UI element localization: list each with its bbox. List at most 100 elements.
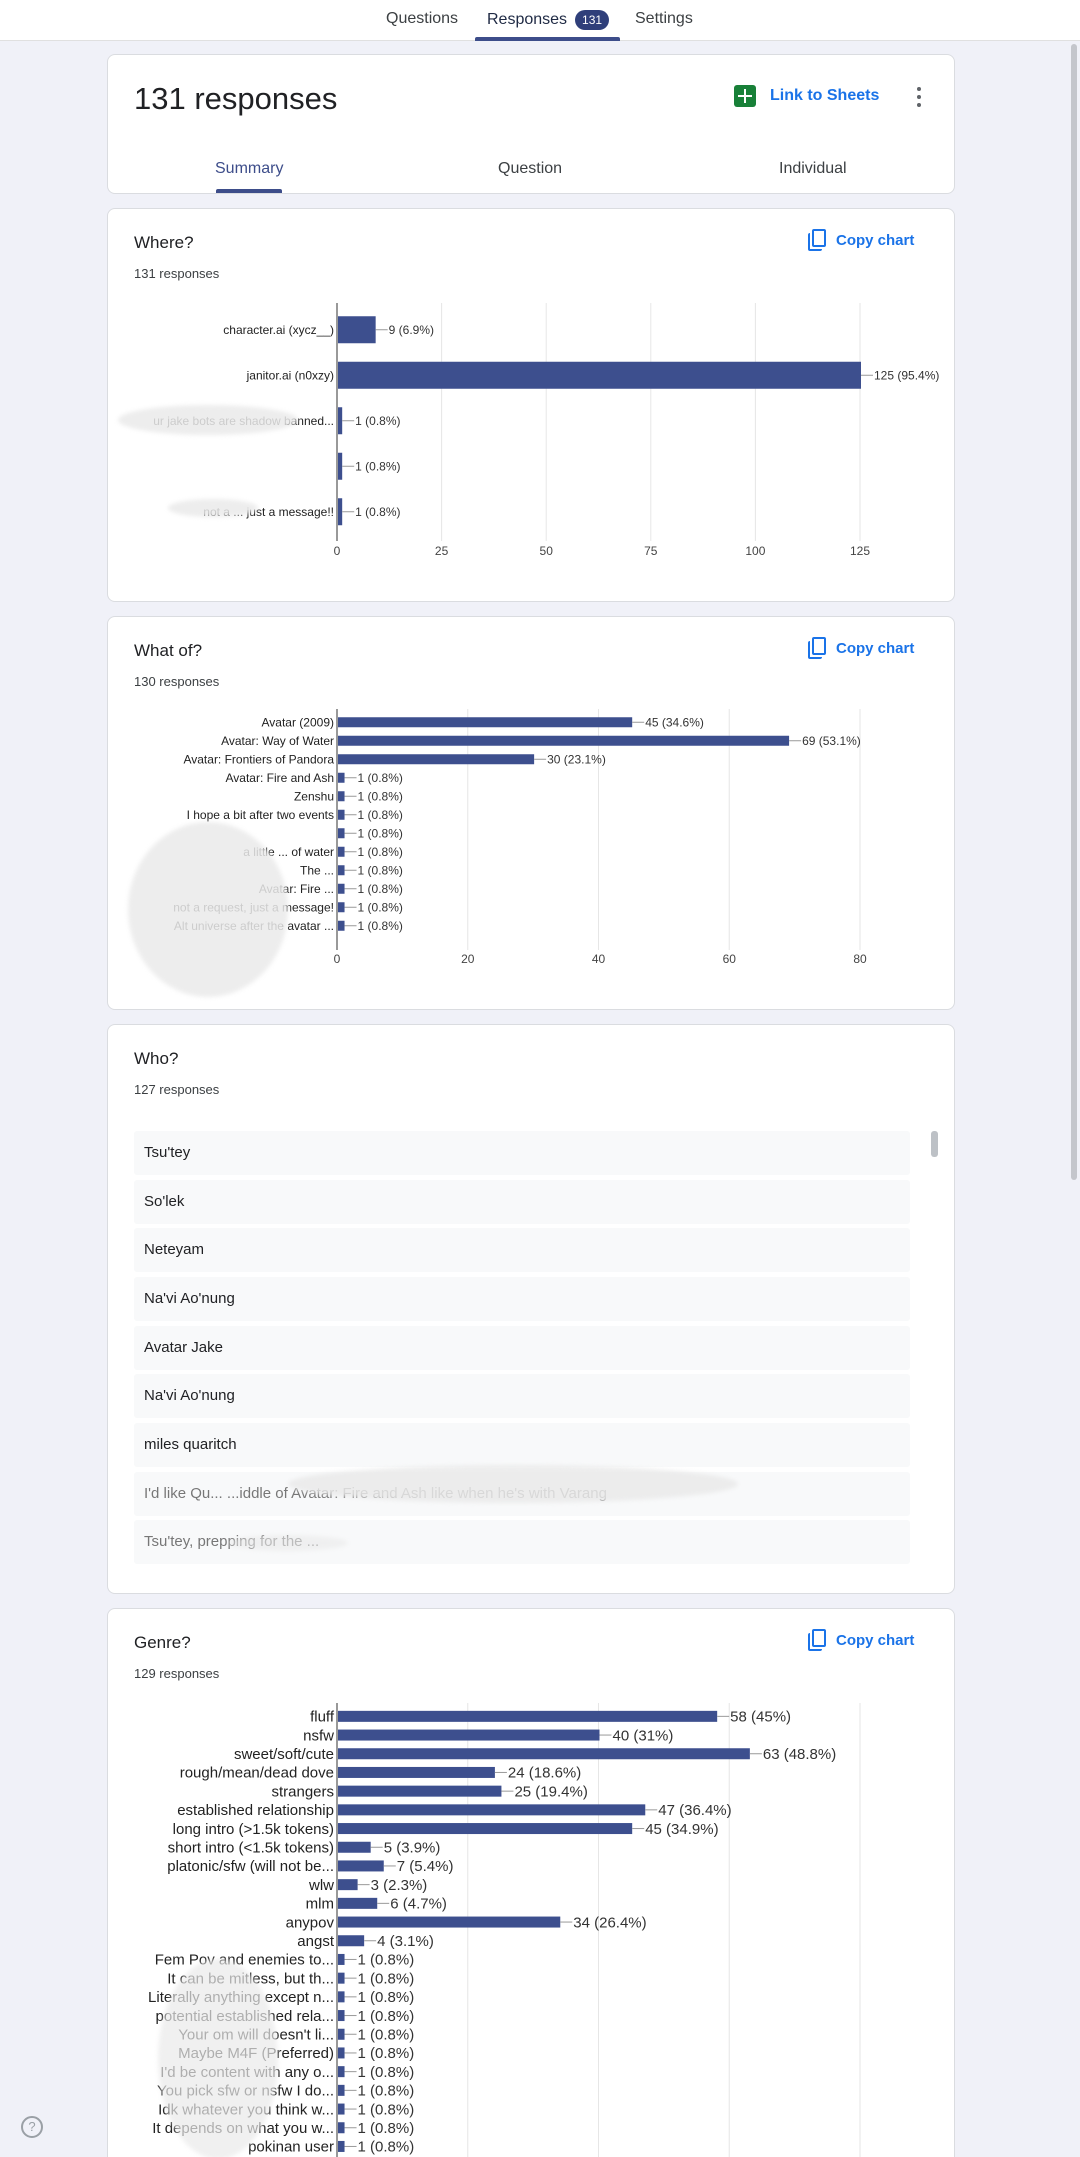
bar [338, 1860, 384, 1872]
redaction-scribble [118, 405, 298, 435]
data-label: 5 (3.9%) [384, 1840, 441, 1857]
bar [338, 2084, 345, 2096]
data-label: 45 (34.6%) [645, 715, 704, 729]
data-label: 125 (95.4%) [874, 368, 939, 382]
active-subtab-indicator [216, 189, 282, 193]
bar [338, 407, 343, 435]
data-label: 1 (0.8%) [358, 2120, 415, 2137]
question-title: Where? [134, 233, 194, 252]
copy-icon [808, 637, 826, 659]
x-tick-label: 50 [540, 544, 554, 558]
bar [338, 828, 345, 839]
copy-icon [808, 229, 826, 251]
data-label: 1 (0.8%) [358, 845, 403, 859]
redaction-scribble [168, 499, 258, 517]
data-label: 58 (45%) [730, 1709, 791, 1726]
question-card-who: Who? 127 responses Tsu'tey So'lek Neteya… [107, 1024, 955, 1594]
list-item: Na'vi Ao'nung [134, 1374, 910, 1418]
question-card-where: Where? 131 responses Copy chart 0 25 50 75 1… [107, 208, 955, 602]
page-scrollbar-thumb[interactable] [1071, 44, 1077, 1180]
data-label: 1 (0.8%) [358, 2008, 415, 2025]
bar [338, 361, 861, 389]
data-label: 1 (0.8%) [358, 2101, 415, 2118]
bar [338, 791, 345, 802]
tab-responses-label: Responses [487, 11, 568, 28]
redaction-scribble [128, 822, 288, 997]
category-label: established relationship [177, 1802, 334, 1819]
link-to-sheets-button[interactable]: Link to Sheets [734, 85, 879, 107]
help-icon[interactable]: ? [21, 2116, 43, 2138]
response-count: 131 responses [134, 266, 220, 281]
bar [338, 2140, 345, 2152]
category-label: Avatar: Frontiers of Pandora [183, 752, 334, 766]
response-count: 129 responses [134, 1666, 220, 1681]
active-tab-indicator [475, 37, 620, 41]
subtab-individual[interactable]: Individual [779, 160, 847, 177]
bar [338, 1823, 633, 1835]
bar [338, 1953, 345, 1965]
category-label: mlm [306, 1896, 334, 1913]
data-label: 1 (0.8%) [358, 1989, 415, 2006]
category-label: anypov [286, 1914, 335, 1931]
tab-responses[interactable]: Responses 131 [487, 10, 610, 30]
data-label: 1 (0.8%) [358, 919, 403, 933]
x-tick-label: 40 [592, 952, 606, 966]
copy-chart-button[interactable]: Copy chart [808, 229, 914, 251]
category-label: fluff [310, 1709, 335, 1726]
category-label: long intro (>1.5k tokens) [173, 1821, 334, 1838]
data-label: 24 (18.6%) [508, 1765, 581, 1782]
list-item: Na'vi Ao'nung [134, 1277, 910, 1321]
data-label: 1 (0.8%) [358, 1952, 415, 1969]
data-label: 4 (3.1%) [377, 1933, 434, 1950]
data-label: 1 (0.8%) [355, 414, 400, 428]
bar [338, 2047, 345, 2059]
bar [338, 1804, 646, 1816]
subtab-summary[interactable]: Summary [215, 160, 284, 177]
data-label: 69 (53.1%) [802, 734, 861, 748]
list-item: Tsu'tey [134, 1131, 910, 1175]
data-label: 25 (19.4%) [514, 1783, 587, 1800]
tab-questions[interactable]: Questions [386, 10, 459, 27]
response-count: 127 responses [134, 1082, 220, 1097]
data-label: 63 (48.8%) [763, 1746, 836, 1763]
category-label: janitor.ai (n0xzy) [246, 368, 334, 382]
data-label: 1 (0.8%) [358, 900, 403, 914]
copy-chart-label: Copy chart [836, 639, 915, 657]
x-tick-label: 25 [435, 544, 449, 558]
data-label: 47 (36.4%) [658, 1802, 731, 1819]
category-label: short intro (<1.5k tokens) [168, 1840, 334, 1857]
bar [338, 865, 345, 876]
data-label: 1 (0.8%) [358, 2083, 415, 2100]
bar [338, 735, 790, 746]
x-tick-label: 60 [723, 952, 737, 966]
question-card-genre: Genre? 129 responses Copy chart 58 (45%)… [107, 1608, 955, 2157]
redaction-scribble [158, 1959, 278, 2157]
bar [338, 846, 345, 857]
question-title: Who? [134, 1049, 179, 1068]
x-tick-label: 75 [644, 544, 658, 558]
list-scrollbar-thumb[interactable] [931, 1131, 938, 1157]
category-label: sweet/soft/cute [234, 1746, 334, 1763]
category-label: character.ai (xycz__) [223, 323, 334, 337]
data-label: 1 (0.8%) [358, 826, 403, 840]
bar [338, 902, 345, 913]
more-options-icon[interactable] [916, 87, 922, 109]
data-label: 1 (0.8%) [358, 2045, 415, 2062]
bar [338, 2066, 345, 2078]
data-label: 7 (5.4%) [397, 1858, 454, 1875]
bar [338, 1916, 561, 1928]
bar [338, 1748, 750, 1760]
tab-settings[interactable]: Settings [635, 10, 693, 27]
category-label: Avatar: Fire and Ash [225, 771, 334, 785]
copy-chart-button[interactable]: Copy chart [808, 637, 914, 659]
x-tick-label: 0 [334, 952, 341, 966]
data-label: 6 (4.7%) [390, 1896, 447, 1913]
bar [338, 452, 343, 480]
data-label: 9 (6.9%) [389, 323, 434, 337]
bar [338, 2103, 345, 2115]
bar [338, 1729, 600, 1741]
copy-chart-label: Copy chart [836, 231, 915, 249]
responses-title: 131 responses [134, 81, 338, 116]
copy-chart-button[interactable]: Copy chart [808, 1629, 914, 1651]
subtab-question[interactable]: Question [498, 160, 563, 177]
